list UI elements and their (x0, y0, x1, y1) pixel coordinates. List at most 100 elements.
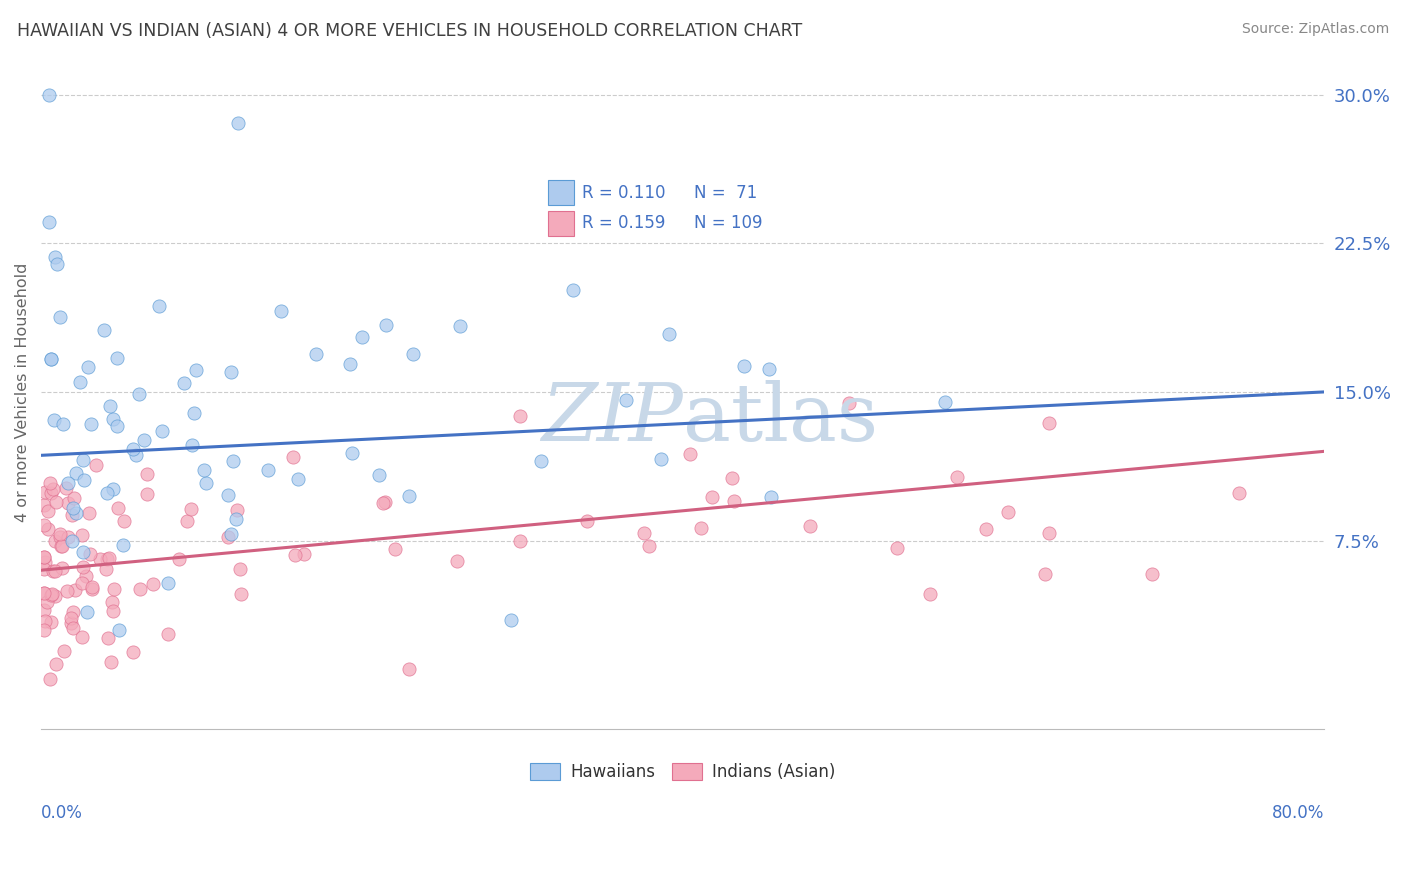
Point (34, 498, 56, 512)
Point (79, 547, 101, 561)
Point (398, 662, 420, 676)
Point (34, 549, 56, 564)
Point (112, 514, 135, 528)
Point (42, 564, 65, 578)
Point (398, 489, 420, 503)
Text: Source: ZipAtlas.com: Source: ZipAtlas.com (1241, 22, 1389, 37)
Point (157, 575, 180, 590)
Point (94, 562, 117, 576)
Point (98, 399, 121, 413)
Point (270, 303, 292, 318)
Point (100, 655, 122, 669)
Text: atlas: atlas (682, 380, 877, 458)
Point (176, 514, 198, 528)
Point (226, 503, 249, 517)
Point (62, 605, 84, 619)
Point (384, 542, 406, 557)
Point (107, 500, 129, 515)
Point (56, 496, 79, 510)
Point (105, 419, 128, 434)
Point (1227, 486, 1250, 500)
Point (1140, 567, 1163, 582)
Point (51, 540, 73, 554)
Point (446, 554, 468, 568)
Point (39, 672, 62, 686)
Point (52, 644, 75, 658)
Point (65, 466, 87, 480)
Point (132, 433, 155, 447)
Point (222, 454, 245, 468)
Point (77, 506, 100, 520)
Point (136, 487, 159, 501)
Point (42, 482, 65, 496)
Text: HAWAIIAN VS INDIAN (ASIAN) 4 OR MORE VEHICLES IN HOUSEHOLD CORRELATION CHART: HAWAIIAN VS INDIAN (ASIAN) 4 OR MORE VEH… (17, 22, 801, 40)
Point (49, 527, 72, 541)
Point (65, 506, 87, 520)
Point (89, 551, 111, 566)
Point (55, 481, 77, 495)
Y-axis label: 4 or more Vehicles in Household: 4 or more Vehicles in Household (15, 262, 30, 522)
Point (34, 586, 56, 600)
Point (304, 347, 326, 361)
Point (371, 496, 394, 510)
Point (51, 539, 73, 553)
Point (59, 615, 82, 630)
Point (80, 580, 103, 594)
Point (1038, 525, 1060, 540)
Point (733, 359, 755, 373)
Point (125, 449, 148, 463)
Point (37, 523, 59, 537)
Point (136, 467, 159, 481)
Text: 0.0%: 0.0% (41, 804, 83, 822)
Point (62, 491, 84, 506)
Point (614, 393, 637, 408)
Point (44, 250, 66, 264)
Point (34, 623, 56, 637)
Point (69, 376, 91, 390)
Point (294, 547, 316, 561)
Point (509, 409, 531, 424)
Point (70, 576, 93, 591)
Point (142, 576, 165, 591)
Point (658, 326, 681, 341)
Point (180, 437, 202, 451)
Point (195, 476, 218, 491)
Point (70, 528, 93, 542)
Legend: Hawaiians, Indians (Asian): Hawaiians, Indians (Asian) (523, 756, 842, 788)
Point (39, 475, 62, 490)
Point (45, 495, 67, 509)
Point (374, 495, 396, 509)
Point (96, 552, 118, 566)
Text: R = 0.110: R = 0.110 (582, 184, 665, 202)
Point (183, 406, 205, 420)
Point (838, 395, 860, 409)
Point (886, 541, 908, 555)
Point (37, 595, 59, 609)
Point (101, 482, 124, 496)
Point (1038, 416, 1060, 430)
Point (39, 486, 62, 500)
Point (974, 522, 997, 536)
Point (76, 605, 98, 619)
Bar (548, 180, 574, 205)
Point (72, 544, 94, 558)
Point (45, 657, 67, 671)
Point (34, 485, 56, 500)
Point (62, 508, 84, 522)
Point (34, 586, 56, 600)
Point (41, 587, 63, 601)
Point (38, 87, 60, 102)
Point (283, 450, 305, 464)
Point (80, 582, 103, 597)
Point (97, 632, 120, 646)
Point (49, 530, 72, 544)
Point (402, 347, 425, 361)
Point (193, 463, 215, 477)
Point (723, 494, 745, 508)
Point (105, 351, 128, 366)
Point (934, 395, 956, 409)
Point (101, 412, 124, 426)
Point (34, 562, 56, 576)
Point (38, 215, 60, 229)
Point (72, 559, 94, 574)
